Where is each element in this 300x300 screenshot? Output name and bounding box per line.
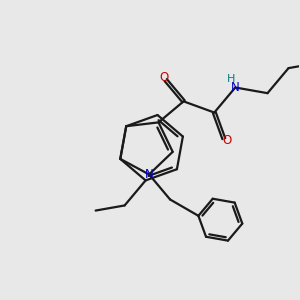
Text: N: N (145, 168, 153, 181)
Text: O: O (222, 134, 231, 147)
Text: O: O (160, 70, 169, 84)
Text: H: H (227, 74, 235, 84)
Text: N: N (231, 81, 240, 94)
